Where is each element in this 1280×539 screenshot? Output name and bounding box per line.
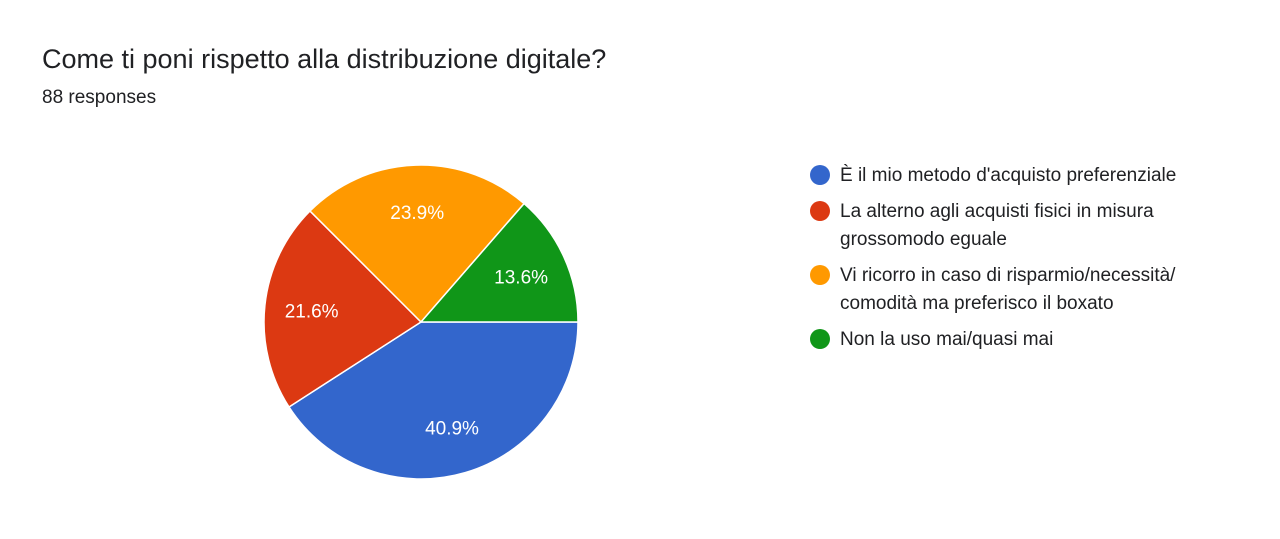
slice-alternate-label: 21.6%	[285, 301, 339, 322]
legend-swatch-icon	[810, 329, 830, 349]
response-count: 88 responses	[42, 87, 157, 108]
legend-label: Non la uso mai/quasi mai	[840, 329, 1054, 350]
chart-title: Come ti poni rispetto alla distribuzione…	[42, 44, 607, 74]
legend-item-never[interactable]: Non la uso mai/quasi mai	[810, 326, 1260, 354]
legend-item-preferred[interactable]: È il mio metodo d'acquisto preferenziale	[810, 162, 1260, 190]
legend-item-alternate[interactable]: La alterno agli acquisti fisici in misur…	[810, 198, 1260, 254]
legend-swatch-icon	[810, 165, 830, 185]
slice-never-label: 13.6%	[494, 267, 548, 288]
legend-label: Vi ricorro in caso di risparmio/necessit…	[840, 265, 1176, 314]
slice-occasional[interactable]	[308, 164, 526, 324]
slice-alternate[interactable]	[263, 209, 423, 408]
slice-never[interactable]	[419, 202, 579, 323]
legend-swatch-icon	[810, 201, 830, 221]
slice-occasional-label: 23.9%	[390, 203, 444, 224]
chart-legend: È il mio metodo d'acquisto preferenziale…	[810, 162, 1260, 362]
legend-swatch-icon	[810, 265, 830, 285]
legend-item-occasional[interactable]: Vi ricorro in caso di risparmio/necessit…	[810, 262, 1260, 318]
slice-preferred-label: 40.9%	[425, 419, 479, 440]
legend-label: È il mio metodo d'acquisto preferenziale	[840, 165, 1177, 186]
legend-label: La alterno agli acquisti fisici in misur…	[840, 201, 1154, 250]
